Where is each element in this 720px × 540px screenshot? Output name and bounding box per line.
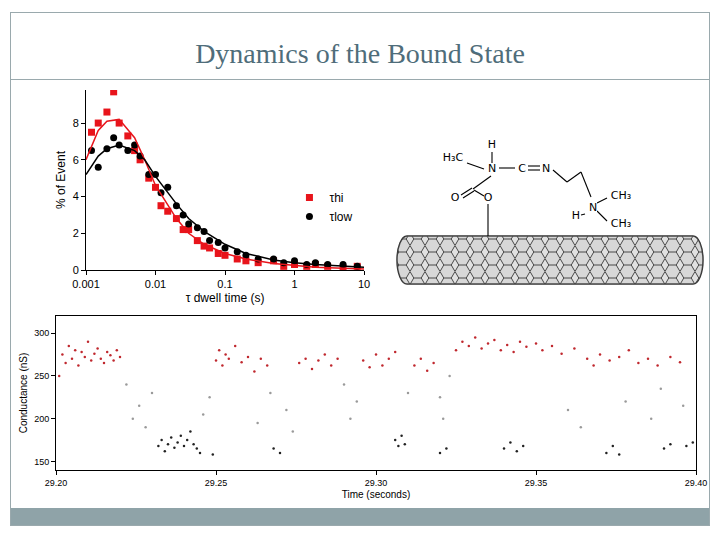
- svg-text:H₃C: H₃C: [443, 151, 464, 164]
- svg-text:300: 300: [34, 328, 49, 338]
- svg-text:0.001: 0.001: [72, 278, 100, 290]
- svg-text:200: 200: [34, 414, 49, 424]
- svg-text:250: 250: [34, 371, 49, 381]
- svg-text:0.1: 0.1: [217, 278, 232, 290]
- svg-text:29.25: 29.25: [205, 478, 228, 488]
- svg-text:CH₃: CH₃: [611, 189, 631, 202]
- svg-text:29.30: 29.30: [365, 478, 388, 488]
- svg-text:2: 2: [73, 227, 79, 239]
- svg-text:τlow: τlow: [329, 210, 352, 224]
- svg-text:C: C: [518, 162, 526, 175]
- svg-text:N: N: [488, 162, 496, 175]
- svg-text:Time (seconds): Time (seconds): [342, 489, 411, 500]
- svg-text:10: 10: [358, 278, 370, 290]
- svg-text:0.01: 0.01: [145, 278, 166, 290]
- svg-text:29.20: 29.20: [45, 478, 68, 488]
- svg-text:8: 8: [73, 117, 79, 129]
- svg-text:% of Event: % of Event: [54, 150, 68, 209]
- svg-text:N: N: [589, 201, 597, 214]
- svg-text:O: O: [451, 191, 460, 204]
- svg-text:4: 4: [73, 190, 79, 202]
- svg-text:6: 6: [73, 154, 79, 166]
- svg-text:0: 0: [73, 264, 79, 276]
- svg-text:Conductance (nS): Conductance (nS): [18, 353, 29, 434]
- svg-text:150: 150: [34, 457, 49, 467]
- html-text:Dynamics of the Bound State: Dynamics of the Bound State: [195, 38, 525, 69]
- svg-text:τhi: τhi: [329, 191, 343, 205]
- svg-text:CH₃: CH₃: [611, 217, 631, 230]
- svg-text:N: N: [542, 162, 550, 175]
- svg-text:H: H: [572, 209, 580, 222]
- svg-text:O: O: [484, 191, 493, 204]
- svg-text:29.35: 29.35: [525, 478, 548, 488]
- svg-text:1: 1: [291, 278, 297, 290]
- svg-text:H: H: [488, 138, 496, 151]
- svg-text:29.40: 29.40: [685, 478, 708, 488]
- svg-text:τ dwell time (s): τ dwell time (s): [186, 291, 265, 305]
